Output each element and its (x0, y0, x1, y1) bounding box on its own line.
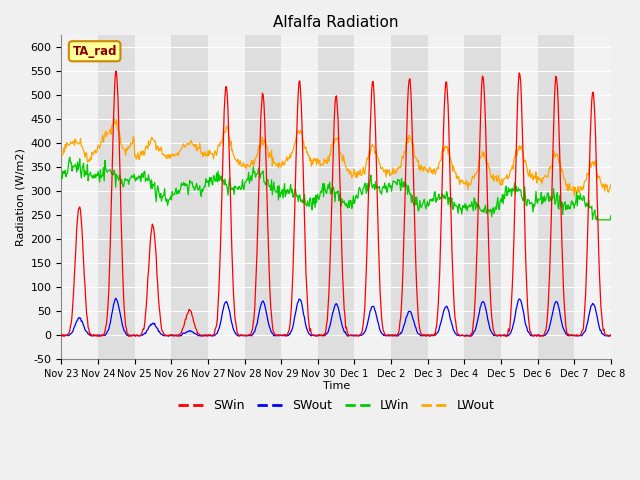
Bar (61, 36, 98, 359)
SWout (180, 330, 188, 336)
LWin (68, 168, 76, 174)
Title: Alfalfa Radiation: Alfalfa Radiation (273, 15, 399, 30)
SWout (210, 333, 218, 338)
LWout (110, 115, 118, 121)
SWin (180, 321, 188, 327)
Line: SWout: SWout (61, 298, 611, 336)
SWin (210, 333, 218, 338)
Bar (172, 36, 208, 359)
SWout (58, 333, 65, 338)
Line: LWout: LWout (61, 118, 611, 196)
SWout (404, 312, 412, 317)
SWin (420, 332, 428, 337)
Bar (391, 36, 428, 359)
SWout (125, 333, 132, 338)
LWin (420, 198, 428, 204)
Bar (244, 36, 281, 359)
Bar (428, 36, 465, 359)
SWin (58, 332, 65, 338)
LWin (210, 172, 218, 178)
Bar (281, 36, 318, 359)
Text: TA_rad: TA_rad (72, 45, 117, 58)
Bar (465, 36, 501, 359)
LWout (125, 146, 132, 152)
SWout (112, 295, 120, 301)
Bar (355, 36, 391, 359)
LWout (420, 168, 428, 174)
Bar (98, 36, 134, 359)
SWout (67, 330, 75, 336)
Y-axis label: Radiation (W/m2): Radiation (W/m2) (15, 148, 25, 246)
LWout (404, 135, 412, 141)
SWin (502, 334, 509, 339)
LWout (210, 156, 218, 162)
LWout (570, 193, 578, 199)
SWout (420, 332, 428, 338)
SWout (607, 332, 614, 338)
LWin (180, 183, 188, 189)
Line: LWin: LWin (61, 157, 611, 220)
LWout (67, 140, 75, 145)
Bar (538, 36, 574, 359)
LWin (58, 173, 65, 179)
LWin (607, 213, 614, 218)
Legend: SWin, SWout, LWin, LWout: SWin, SWout, LWin, LWout (173, 395, 499, 418)
Line: SWin: SWin (61, 72, 611, 336)
LWin (125, 181, 132, 187)
SWout (466, 333, 474, 339)
LWout (180, 144, 188, 149)
LWin (66, 155, 74, 160)
X-axis label: Time: Time (323, 382, 350, 391)
LWin (593, 217, 600, 223)
SWin (125, 334, 132, 339)
Bar (574, 36, 611, 359)
SWin (67, 320, 75, 325)
Bar (134, 36, 172, 359)
SWin (113, 69, 120, 74)
LWin (404, 192, 412, 197)
LWout (607, 181, 614, 187)
SWin (607, 333, 614, 339)
LWout (58, 151, 65, 156)
Bar (208, 36, 244, 359)
Bar (501, 36, 538, 359)
SWin (404, 100, 412, 106)
Bar (318, 36, 355, 359)
